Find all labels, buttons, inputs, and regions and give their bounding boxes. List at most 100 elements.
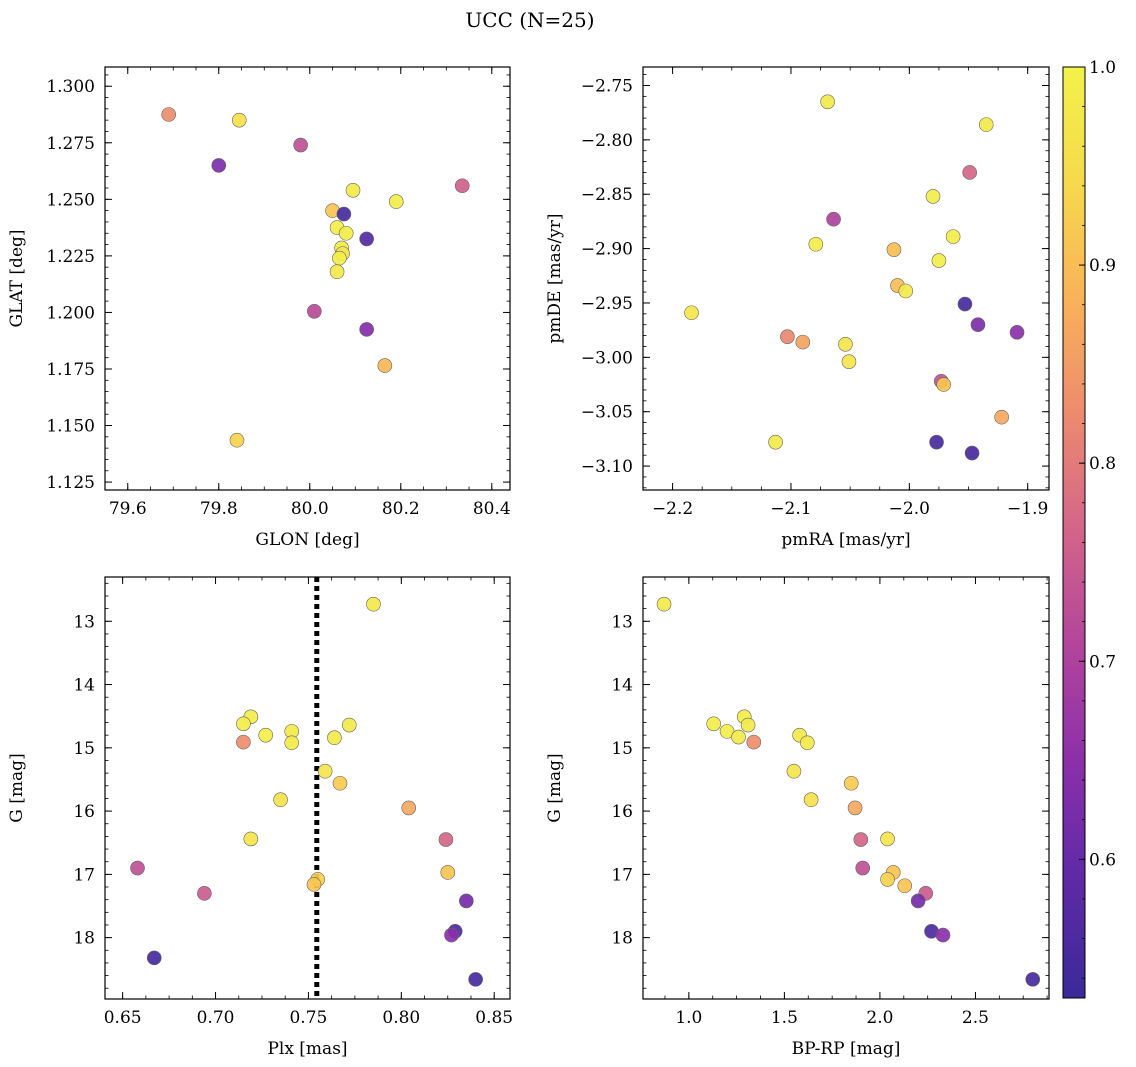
data-point xyxy=(342,717,357,733)
colorbar-tick-label: 1.0 xyxy=(1089,58,1116,78)
y-tick-label: 17 xyxy=(611,865,633,885)
y-tick-label: 13 xyxy=(611,612,633,632)
data-point xyxy=(1009,325,1025,340)
panel-proper-motion: −2.2 −2.1 −2.0 −1.9 −3.10 −3.05 −3.00 −2.95 −2.9… xyxy=(545,66,1050,550)
data-point xyxy=(656,596,672,612)
y-tick-label: 1.175 xyxy=(46,360,95,380)
y-tick-label: −2.80 xyxy=(581,131,633,151)
x-tick-label: 1.5 xyxy=(771,1008,798,1028)
data-point xyxy=(401,800,417,816)
data-point xyxy=(880,831,895,847)
y-tick-label: 1.125 xyxy=(46,473,95,493)
data-point xyxy=(740,717,756,733)
x-tick-label: −1.9 xyxy=(1007,499,1048,519)
y-tick-label: −2.90 xyxy=(581,240,633,260)
x-axis-label: Plx [mas] xyxy=(267,1039,347,1059)
x-tick-label: 2.5 xyxy=(962,1008,989,1028)
y-axis-label: GLAT [deg] xyxy=(7,229,27,327)
data-point xyxy=(978,117,994,132)
data-point xyxy=(243,831,259,847)
data-point xyxy=(795,334,811,350)
data-point xyxy=(808,236,824,252)
data-point xyxy=(273,792,288,808)
data-point xyxy=(146,950,162,966)
colorbar-tick-label: 0.8 xyxy=(1089,454,1116,474)
data-point xyxy=(359,322,374,337)
data-point xyxy=(236,734,251,750)
data-point xyxy=(847,800,863,816)
figure-title: UCC (N=25) xyxy=(465,8,594,32)
colorbar-tick-label: 0.9 xyxy=(1089,256,1116,276)
y-tick-label: 1.250 xyxy=(46,190,95,210)
data-point xyxy=(317,763,333,779)
axes-frame xyxy=(642,66,1050,491)
data-point xyxy=(307,303,322,319)
data-point xyxy=(161,107,177,122)
data-point xyxy=(231,112,247,128)
data-point xyxy=(359,231,374,247)
x-tick-label: 0.85 xyxy=(475,1008,513,1028)
axes-frame xyxy=(104,576,511,1000)
y-axis-label: G [mag] xyxy=(545,753,565,822)
data-point xyxy=(438,832,454,847)
panel-parallax-magnitude: 0.65 0.70 0.75 0.80 0.85 13 14 15 16 17 18 Plx [mas… xyxy=(7,576,513,1059)
data-point xyxy=(898,283,914,299)
panels: 79.6 79.8 80.0 80.2 80.4 1.125 1.150 1.175 1.200… xyxy=(7,66,1050,1059)
data-point xyxy=(345,182,361,198)
data-point xyxy=(964,445,980,461)
x-tick-label: 80.4 xyxy=(473,499,511,519)
data-point xyxy=(838,336,853,352)
y-tick-label: 15 xyxy=(73,739,95,759)
y-tick-label: −3.05 xyxy=(581,403,633,423)
data-point xyxy=(826,211,841,227)
y-tick-label: 1.275 xyxy=(46,134,95,154)
data-point xyxy=(684,305,699,321)
y-tick-label: −3.10 xyxy=(581,457,633,477)
data-point xyxy=(236,716,251,732)
data-point xyxy=(820,94,835,110)
x-axis-label: BP-RP [mag] xyxy=(792,1039,901,1059)
data-point xyxy=(886,242,902,257)
data-point xyxy=(910,893,926,909)
data-point xyxy=(284,735,300,751)
y-tick-label: 1.200 xyxy=(46,303,95,323)
data-point xyxy=(293,137,308,153)
y-tick-label: −2.75 xyxy=(581,76,633,96)
y-tick-label: −2.95 xyxy=(581,294,633,314)
data-point xyxy=(440,865,456,880)
data-point xyxy=(843,775,859,791)
data-point xyxy=(197,886,212,901)
data-point xyxy=(459,893,474,909)
y-tick-label: 13 xyxy=(73,612,95,632)
x-tick-label: 0.75 xyxy=(289,1008,327,1028)
data-point xyxy=(332,250,347,266)
data-point xyxy=(258,727,273,743)
y-tick-label: 18 xyxy=(611,929,633,949)
colorbar-gradient xyxy=(1062,66,1086,999)
x-tick-label: 0.80 xyxy=(382,1008,420,1028)
data-point xyxy=(855,860,871,876)
data-point xyxy=(945,229,961,244)
data-point xyxy=(786,763,802,779)
y-tick-label: −2.85 xyxy=(581,185,633,205)
x-tick-label: −2.1 xyxy=(770,499,811,519)
data-point xyxy=(229,432,245,448)
y-tick-label: 17 xyxy=(73,865,95,885)
x-tick-label: 80.0 xyxy=(291,499,329,519)
x-tick-label: 79.8 xyxy=(200,499,238,519)
data-point xyxy=(994,409,1009,425)
data-point xyxy=(936,377,951,392)
data-point xyxy=(970,317,986,333)
data-point xyxy=(306,877,322,892)
data-point xyxy=(388,194,404,209)
data-point xyxy=(929,434,944,450)
data-point xyxy=(768,434,783,450)
data-point xyxy=(746,734,762,750)
data-point xyxy=(444,927,459,943)
data-point xyxy=(880,872,895,887)
y-tick-label: 14 xyxy=(73,676,95,696)
data-point xyxy=(338,225,354,241)
data-point xyxy=(800,735,815,751)
x-tick-label: −2.0 xyxy=(889,499,930,519)
axes-frame xyxy=(104,66,511,491)
